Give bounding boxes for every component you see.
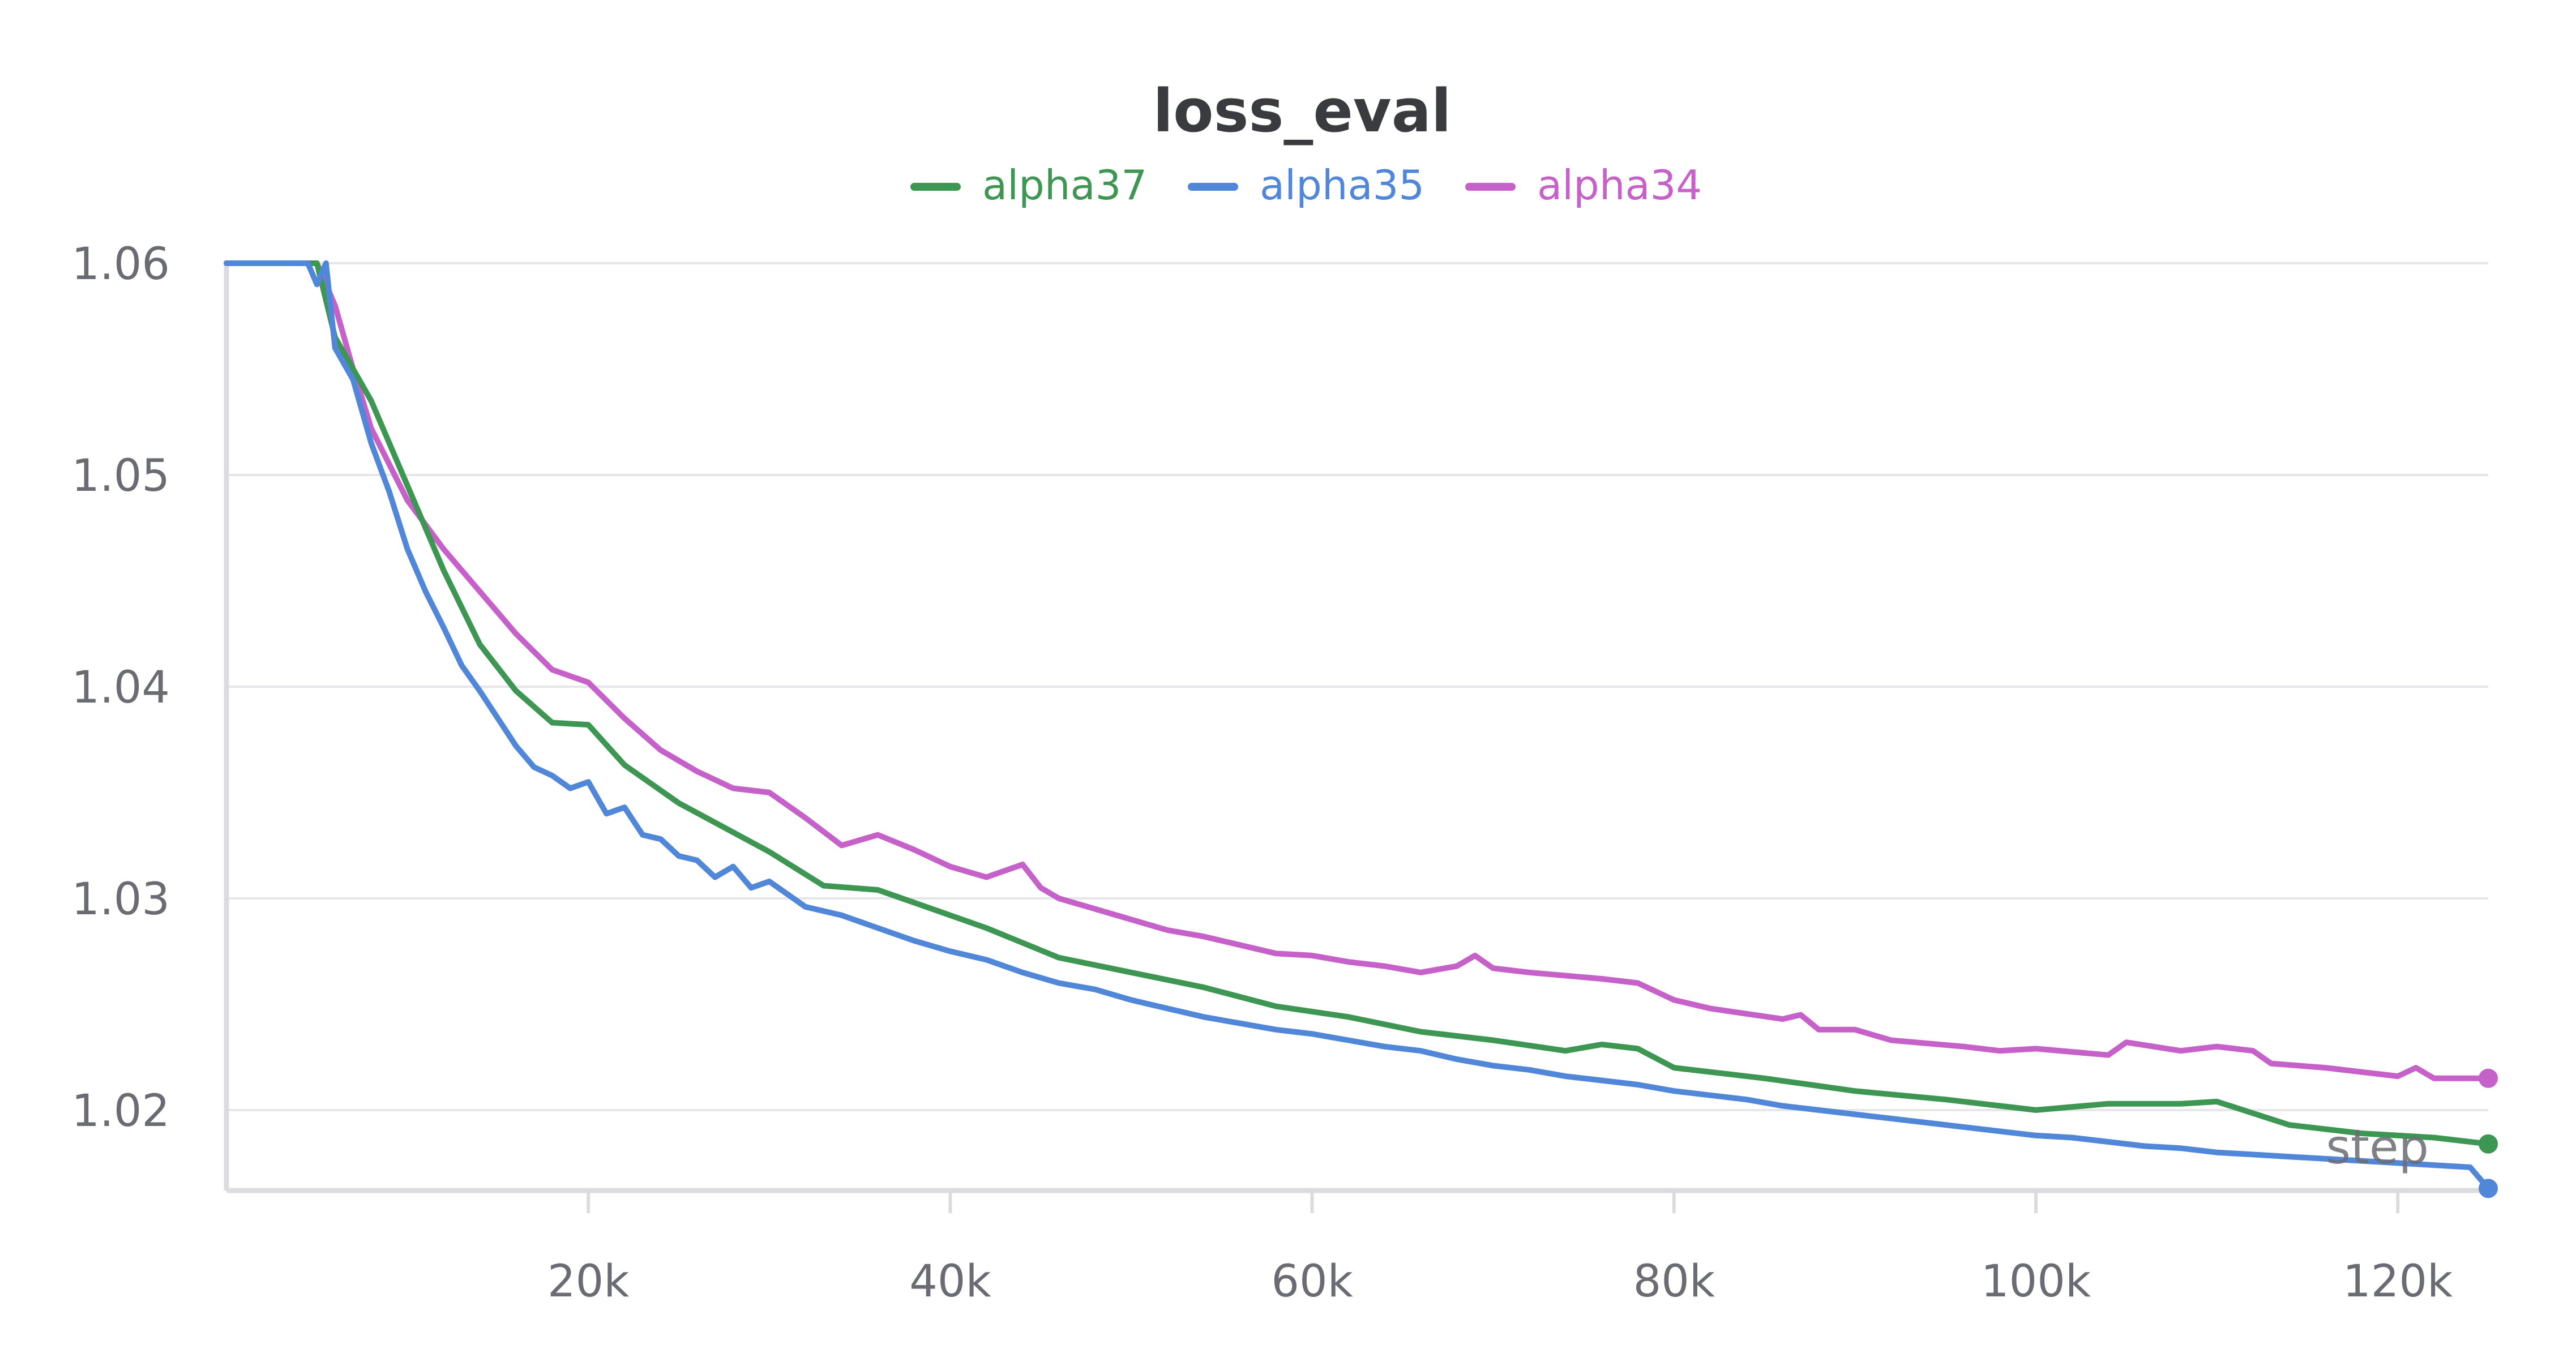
- chart-title: loss_eval: [1153, 76, 1451, 145]
- series-end-point-alpha35: [2479, 1179, 2498, 1198]
- y-tick-label: 1.05: [71, 451, 170, 502]
- y-tick-label: 1.02: [71, 1086, 170, 1137]
- series-line-alpha34: [224, 260, 2491, 1081]
- series-end-point-alpha37: [2479, 1134, 2498, 1154]
- series-line-alpha37: [224, 260, 2491, 1147]
- x-axis-label: step: [2326, 1119, 2429, 1175]
- axes: 1.02 1.03 1.04 1.05 1.06 20k 40k 60k 80k 100k 120k: [71, 239, 2494, 1307]
- series-end-point-alpha34: [2479, 1068, 2498, 1088]
- x-tick-label: 60k: [1271, 1256, 1353, 1307]
- gridlines: [226, 262, 2488, 1111]
- legend-label: alpha34: [1537, 161, 1702, 209]
- x-tick-label: 20k: [547, 1256, 629, 1307]
- legend-label: alpha37: [982, 161, 1147, 209]
- y-tick-label: 1.04: [71, 662, 170, 713]
- x-tick-label: 40k: [909, 1256, 991, 1307]
- x-tick-label: 120k: [2343, 1256, 2453, 1307]
- legend-item-alpha35[interactable]: alpha35: [1188, 161, 1424, 209]
- y-tick-label: 1.06: [71, 239, 170, 290]
- legend-item-alpha34[interactable]: alpha34: [1465, 161, 1702, 209]
- series-layer: [224, 260, 2498, 1198]
- legend-item-alpha37[interactable]: alpha37: [910, 161, 1147, 209]
- x-tick-label: 80k: [1633, 1256, 1715, 1307]
- y-tick-label: 1.03: [71, 874, 170, 925]
- legend: alpha37 alpha35 alpha34: [910, 161, 1702, 209]
- series-line-alpha35: [224, 260, 2491, 1192]
- x-tick-label: 100k: [1981, 1256, 2091, 1307]
- legend-label: alpha35: [1260, 161, 1424, 209]
